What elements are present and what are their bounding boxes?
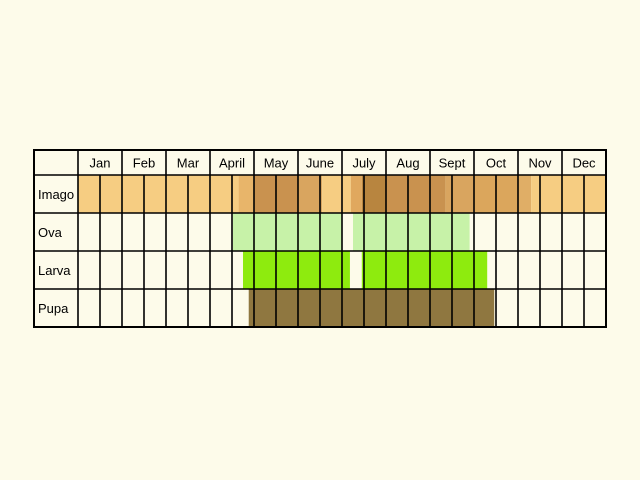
stage-label-imago: Imago [38,187,74,202]
month-header-10: Nov [528,156,552,171]
segment-imago-9 [445,175,474,213]
segment-ova-0 [232,213,342,251]
segment-ova-1 [353,213,470,251]
month-header-0: Jan [90,156,111,171]
segment-imago-8 [430,175,446,213]
segment-larva-0 [243,251,350,289]
stage-label-ova: Ova [38,225,63,240]
month-header-8: Sept [439,156,466,171]
month-header-2: Mar [177,156,200,171]
segment-imago-4 [322,175,351,213]
month-header-7: Aug [396,156,419,171]
month-header-11: Dec [572,156,596,171]
month-header-4: May [264,156,289,171]
segment-imago-6 [361,175,386,213]
month-header-3: April [219,156,245,171]
segment-imago-1 [238,175,254,213]
table-border [33,149,607,328]
segment-larva-1 [361,251,488,289]
month-header-6: July [352,156,376,171]
segment-imago-3 [298,175,323,213]
segment-imago-5 [350,175,362,213]
month-header-9: Oct [486,156,507,171]
segment-imago-0 [78,175,239,213]
month-header-1: Feb [133,156,155,171]
stage-label-larva: Larva [38,263,71,278]
table-labels: Jan Feb Mar April May June July Aug Sept Oct Nov De… [38,156,596,317]
month-header-5: June [306,156,334,171]
stage-label-pupa: Pupa [38,301,69,316]
segment-imago-12 [531,175,606,213]
segment-imago-11 [518,175,532,213]
segment-pupa-0 [248,289,495,327]
table-grid [33,149,607,328]
